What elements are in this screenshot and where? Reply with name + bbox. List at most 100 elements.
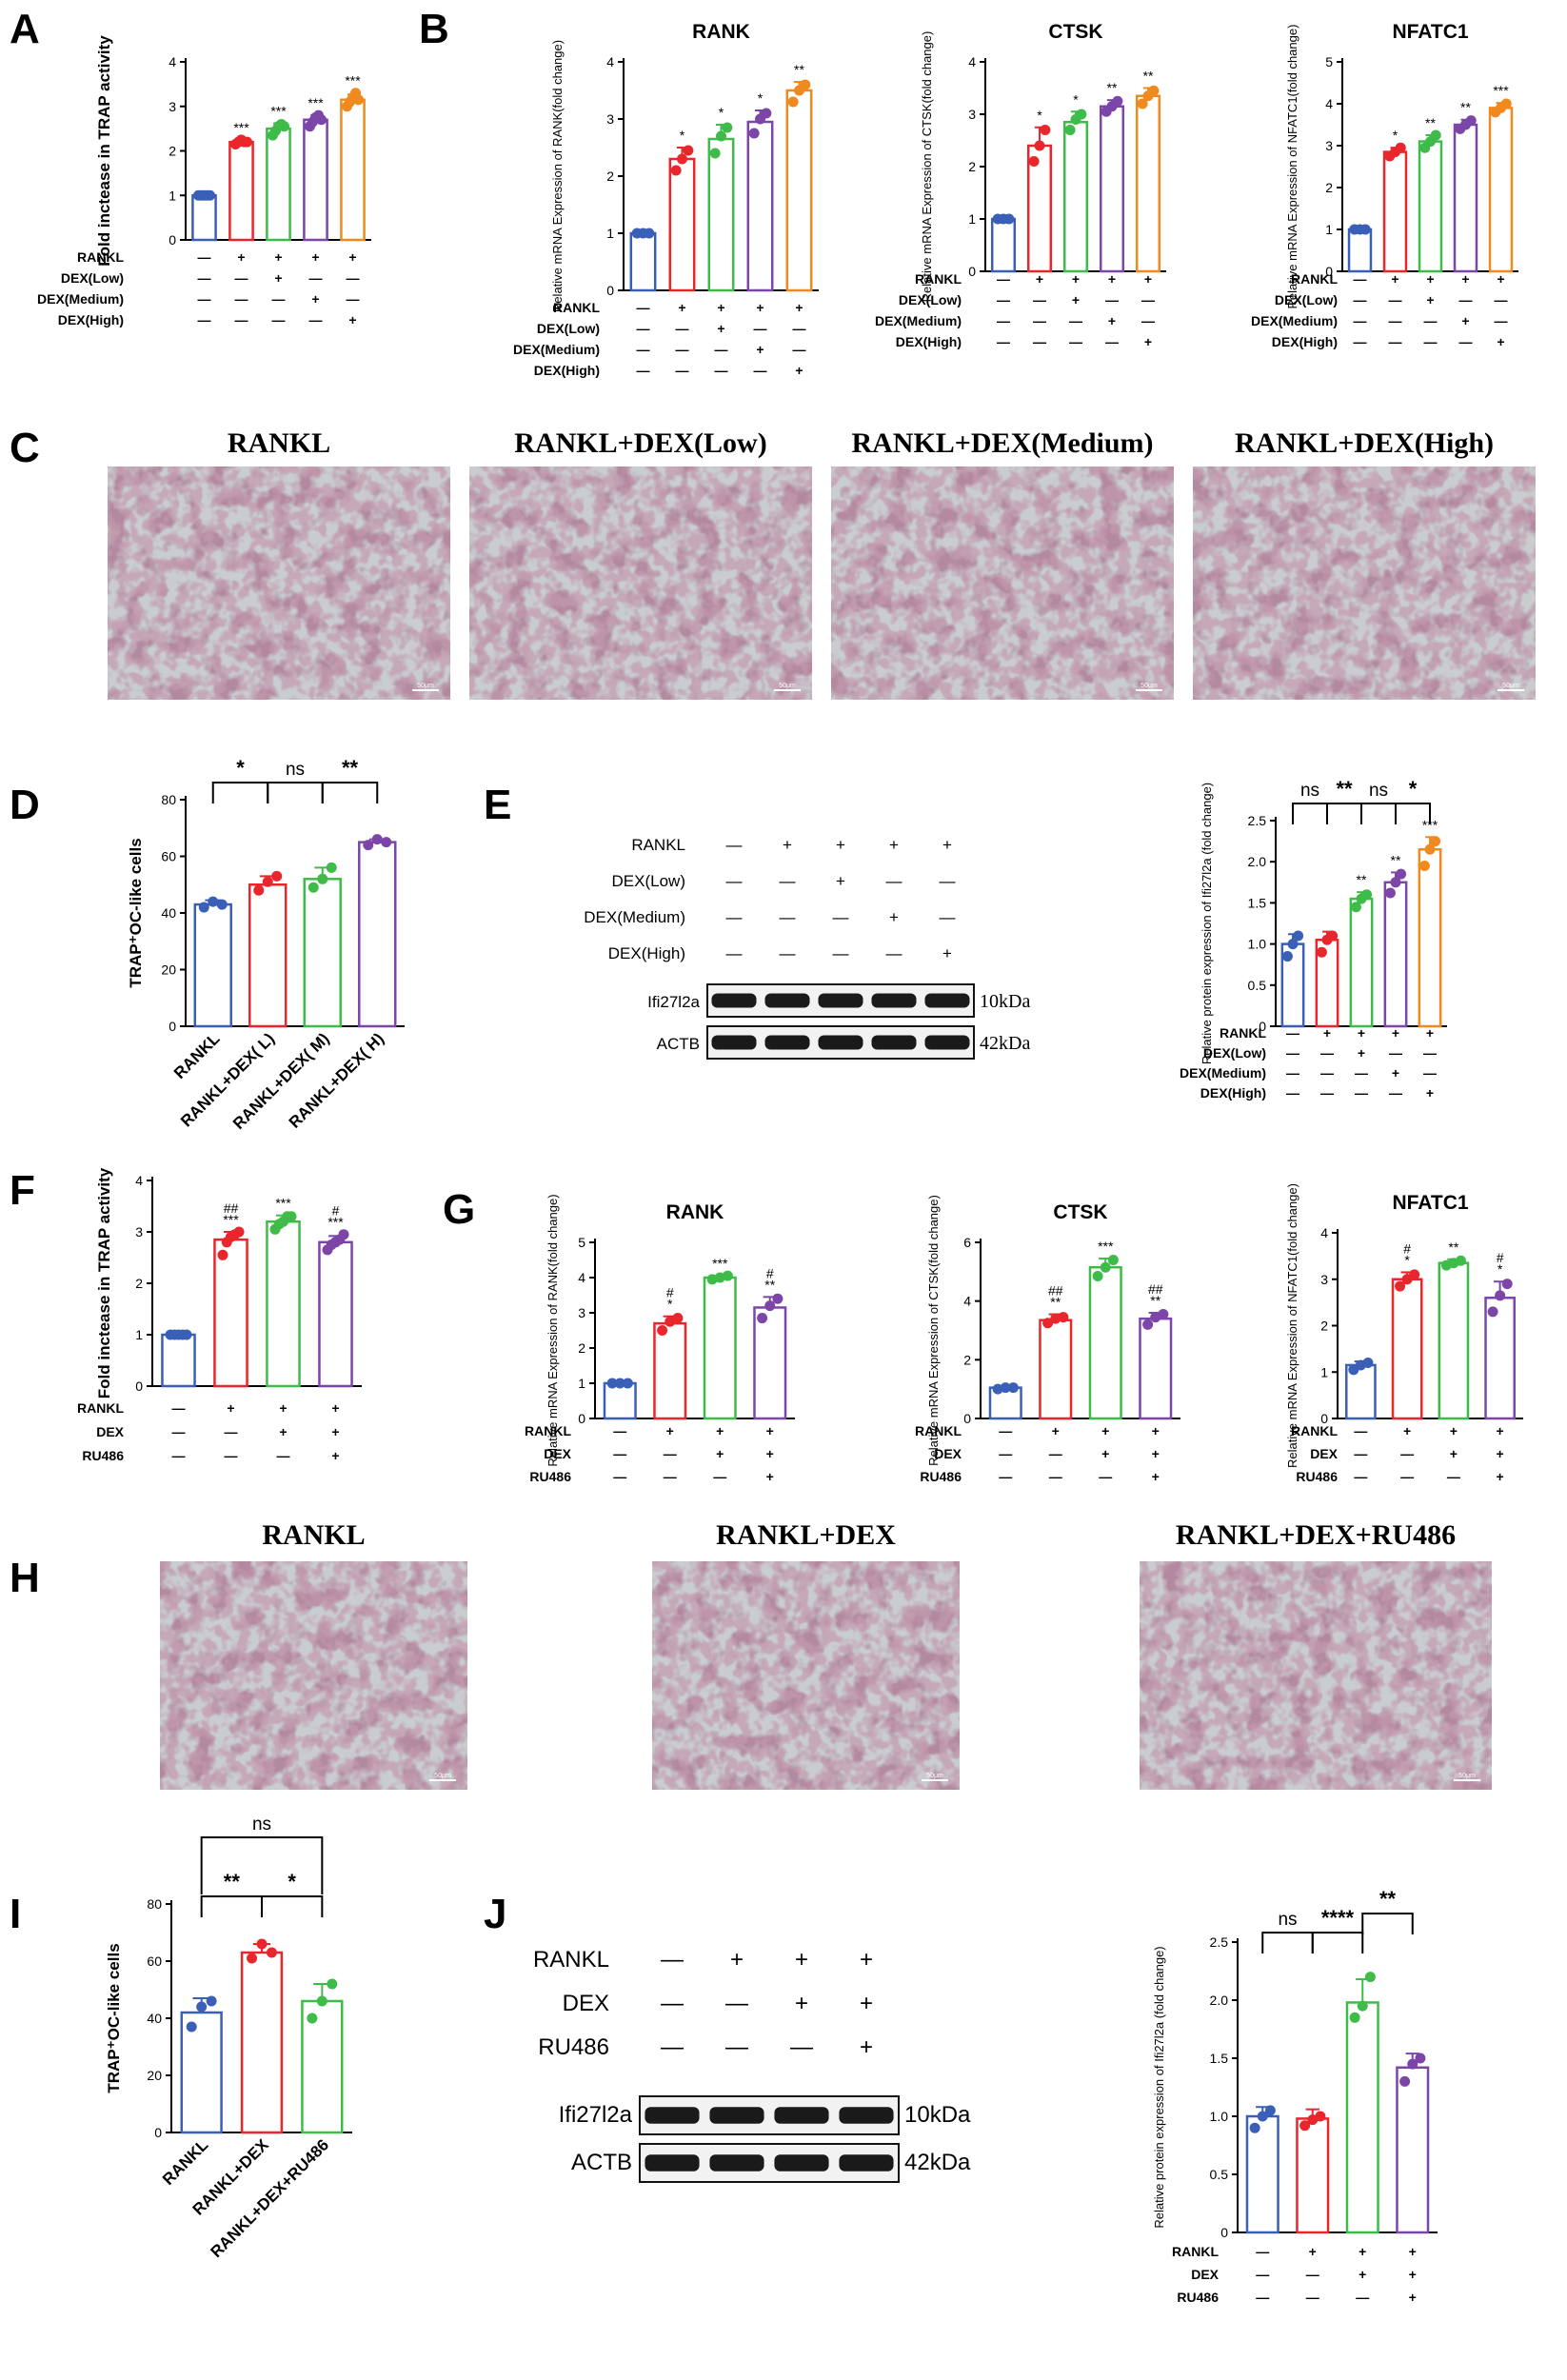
condition-mark: —	[1286, 1065, 1299, 1081]
condition-mark: —	[637, 321, 650, 336]
condition-mark: +	[1152, 1423, 1160, 1438]
condition-mark: +	[1392, 1025, 1399, 1041]
condition-label: DEX(High)	[1272, 334, 1338, 349]
data-point	[1430, 836, 1441, 847]
condition-mark: —	[198, 249, 211, 265]
y-tick-label: 1	[1325, 222, 1333, 237]
scale-bar-label: 50μm	[417, 683, 434, 689]
condition-label: DEX(Medium)	[1180, 1065, 1266, 1081]
data-point	[670, 165, 682, 176]
condition-mark: —	[754, 363, 767, 378]
y-tick-label: 0	[1320, 1411, 1328, 1426]
y-tick-label: 0	[135, 1378, 143, 1394]
bar	[303, 118, 328, 242]
wb-condition-mark: —	[780, 872, 796, 890]
condition-mark: —	[198, 312, 211, 327]
condition-mark: —	[309, 270, 323, 286]
y-tick-label: 2	[963, 1352, 971, 1367]
data-point	[326, 862, 337, 873]
bar	[213, 1238, 248, 1388]
bar	[753, 1306, 787, 1420]
data-point	[307, 882, 319, 893]
significance-stars: *	[667, 1297, 673, 1312]
data-point	[256, 1938, 268, 1950]
condition-mark: —	[664, 1446, 677, 1461]
condition-label: DEX(Low)	[899, 292, 962, 307]
panel-letter: C	[10, 425, 40, 471]
significance-hash: ##	[1048, 1283, 1063, 1299]
blot-band	[764, 993, 810, 1008]
data-point	[286, 1211, 297, 1222]
data-point	[1100, 1261, 1111, 1273]
condition-mark: —	[235, 270, 248, 286]
significance-stars: *	[680, 128, 685, 143]
condition-mark: +	[1101, 1423, 1109, 1438]
bar	[1139, 1317, 1173, 1420]
significance-stars: ***	[1098, 1239, 1114, 1254]
y-tick-label: 60	[147, 1954, 162, 1969]
bar	[180, 2011, 223, 2134]
y-axis-label: Fold inctease in TRAP activity	[95, 1167, 113, 1398]
condition-mark: —	[1355, 1065, 1368, 1081]
bracket-label: **	[342, 756, 359, 780]
micrograph-title: RANKL+DEX(Medium)	[851, 427, 1153, 459]
significance-stars: ***	[275, 1196, 291, 1211]
data-point	[1281, 951, 1293, 962]
significance-stars: **	[764, 1277, 775, 1292]
y-tick-label: 3	[135, 1224, 143, 1240]
blot-band	[645, 2154, 700, 2172]
data-point	[371, 834, 383, 845]
bar	[228, 140, 254, 242]
condition-mark: —	[1033, 334, 1046, 349]
y-tick-label: 4	[968, 54, 976, 69]
condition-label: RANKL	[1291, 271, 1338, 287]
y-tick-label: 2.5	[1248, 813, 1267, 828]
data-point	[1293, 930, 1304, 942]
wb-size-label: 10kDa	[904, 2102, 971, 2128]
micrograph-h-3: RANKL+DEX+RU486 50μm	[1140, 1519, 1492, 1790]
data-point	[181, 1329, 192, 1340]
y-tick-label: 0	[1259, 1019, 1266, 1034]
significance-stars: *	[1404, 1252, 1410, 1267]
condition-mark: +	[1359, 2244, 1366, 2259]
wb-size-label: 10kDa	[980, 991, 1030, 1012]
data-point	[196, 2001, 208, 2013]
y-tick-label: 5	[1325, 54, 1333, 69]
data-point	[657, 1325, 668, 1336]
condition-label: DEX(Low)	[537, 321, 600, 336]
significance-stars: ***	[712, 1256, 728, 1271]
data-point	[677, 153, 687, 165]
data-point	[253, 884, 265, 896]
condition-mark: —	[1423, 1065, 1437, 1081]
condition-mark: +	[716, 1423, 724, 1438]
significance-bracket	[1361, 1913, 1414, 1934]
wb-condition-mark: +	[783, 836, 792, 854]
y-tick-label: 0	[963, 1411, 971, 1426]
data-point	[279, 121, 290, 132]
condition-mark: +	[1144, 271, 1152, 287]
condition-label: DEX(Medium)	[37, 291, 124, 307]
significance-bracket	[200, 1836, 324, 1894]
condition-mark: +	[1144, 334, 1152, 349]
bar	[1396, 2066, 1430, 2234]
data-point	[683, 145, 694, 156]
data-point	[1357, 2000, 1368, 2012]
micrograph-cells-fine	[108, 466, 450, 700]
wb-protein-label: Ifi27l2a	[647, 993, 700, 1011]
condition-mark: +	[1426, 292, 1434, 307]
chart-title: NFATC1	[1392, 1192, 1468, 1214]
condition-label: DEX(Medium)	[875, 313, 962, 328]
category-label: RANKL	[159, 2135, 212, 2189]
condition-label: RANKL	[553, 300, 600, 315]
blot-band	[871, 993, 917, 1008]
condition-mark: —	[999, 1469, 1012, 1484]
significance-hash: #	[332, 1203, 340, 1219]
condition-mark: +	[1392, 1065, 1399, 1081]
data-point	[353, 94, 365, 106]
y-tick-label: 60	[161, 849, 176, 864]
condition-mark: —	[1423, 1045, 1437, 1061]
condition-mark: —	[1306, 2267, 1319, 2282]
condition-mark: —	[1286, 1085, 1299, 1101]
y-tick-label: 1.5	[1248, 895, 1267, 910]
data-point	[327, 1978, 338, 1990]
